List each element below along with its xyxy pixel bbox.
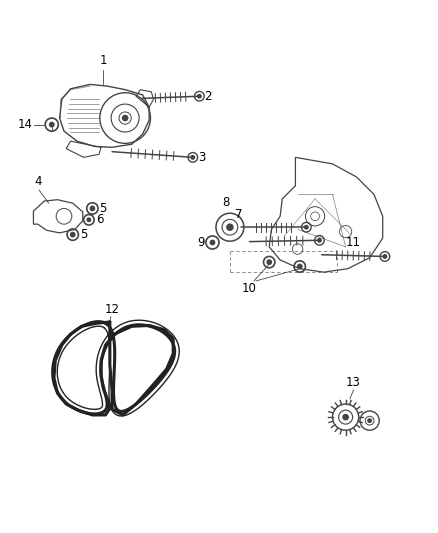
Circle shape: [227, 224, 233, 230]
Text: 10: 10: [242, 282, 257, 295]
Circle shape: [383, 255, 387, 258]
Text: 8: 8: [223, 196, 230, 209]
Text: 2: 2: [205, 90, 212, 103]
Text: 14: 14: [18, 118, 32, 131]
Circle shape: [49, 123, 54, 127]
Circle shape: [343, 415, 348, 420]
Circle shape: [304, 225, 308, 229]
Text: 11: 11: [346, 236, 360, 249]
Circle shape: [297, 264, 302, 269]
Text: 4: 4: [34, 175, 42, 188]
Circle shape: [191, 156, 194, 159]
Text: 9: 9: [198, 236, 205, 249]
Text: 5: 5: [80, 228, 87, 241]
Circle shape: [198, 94, 201, 98]
Circle shape: [267, 260, 272, 264]
Text: 7: 7: [235, 208, 242, 221]
Text: 5: 5: [99, 202, 107, 215]
Text: 1: 1: [99, 54, 107, 67]
Text: 13: 13: [346, 376, 361, 389]
Circle shape: [123, 116, 128, 120]
Circle shape: [90, 206, 95, 211]
Circle shape: [71, 232, 75, 237]
Text: 12: 12: [105, 303, 120, 316]
Circle shape: [368, 419, 371, 422]
Text: 6: 6: [96, 213, 103, 227]
Text: 3: 3: [198, 151, 205, 164]
Circle shape: [318, 239, 321, 242]
Circle shape: [87, 218, 91, 222]
Circle shape: [210, 240, 215, 245]
